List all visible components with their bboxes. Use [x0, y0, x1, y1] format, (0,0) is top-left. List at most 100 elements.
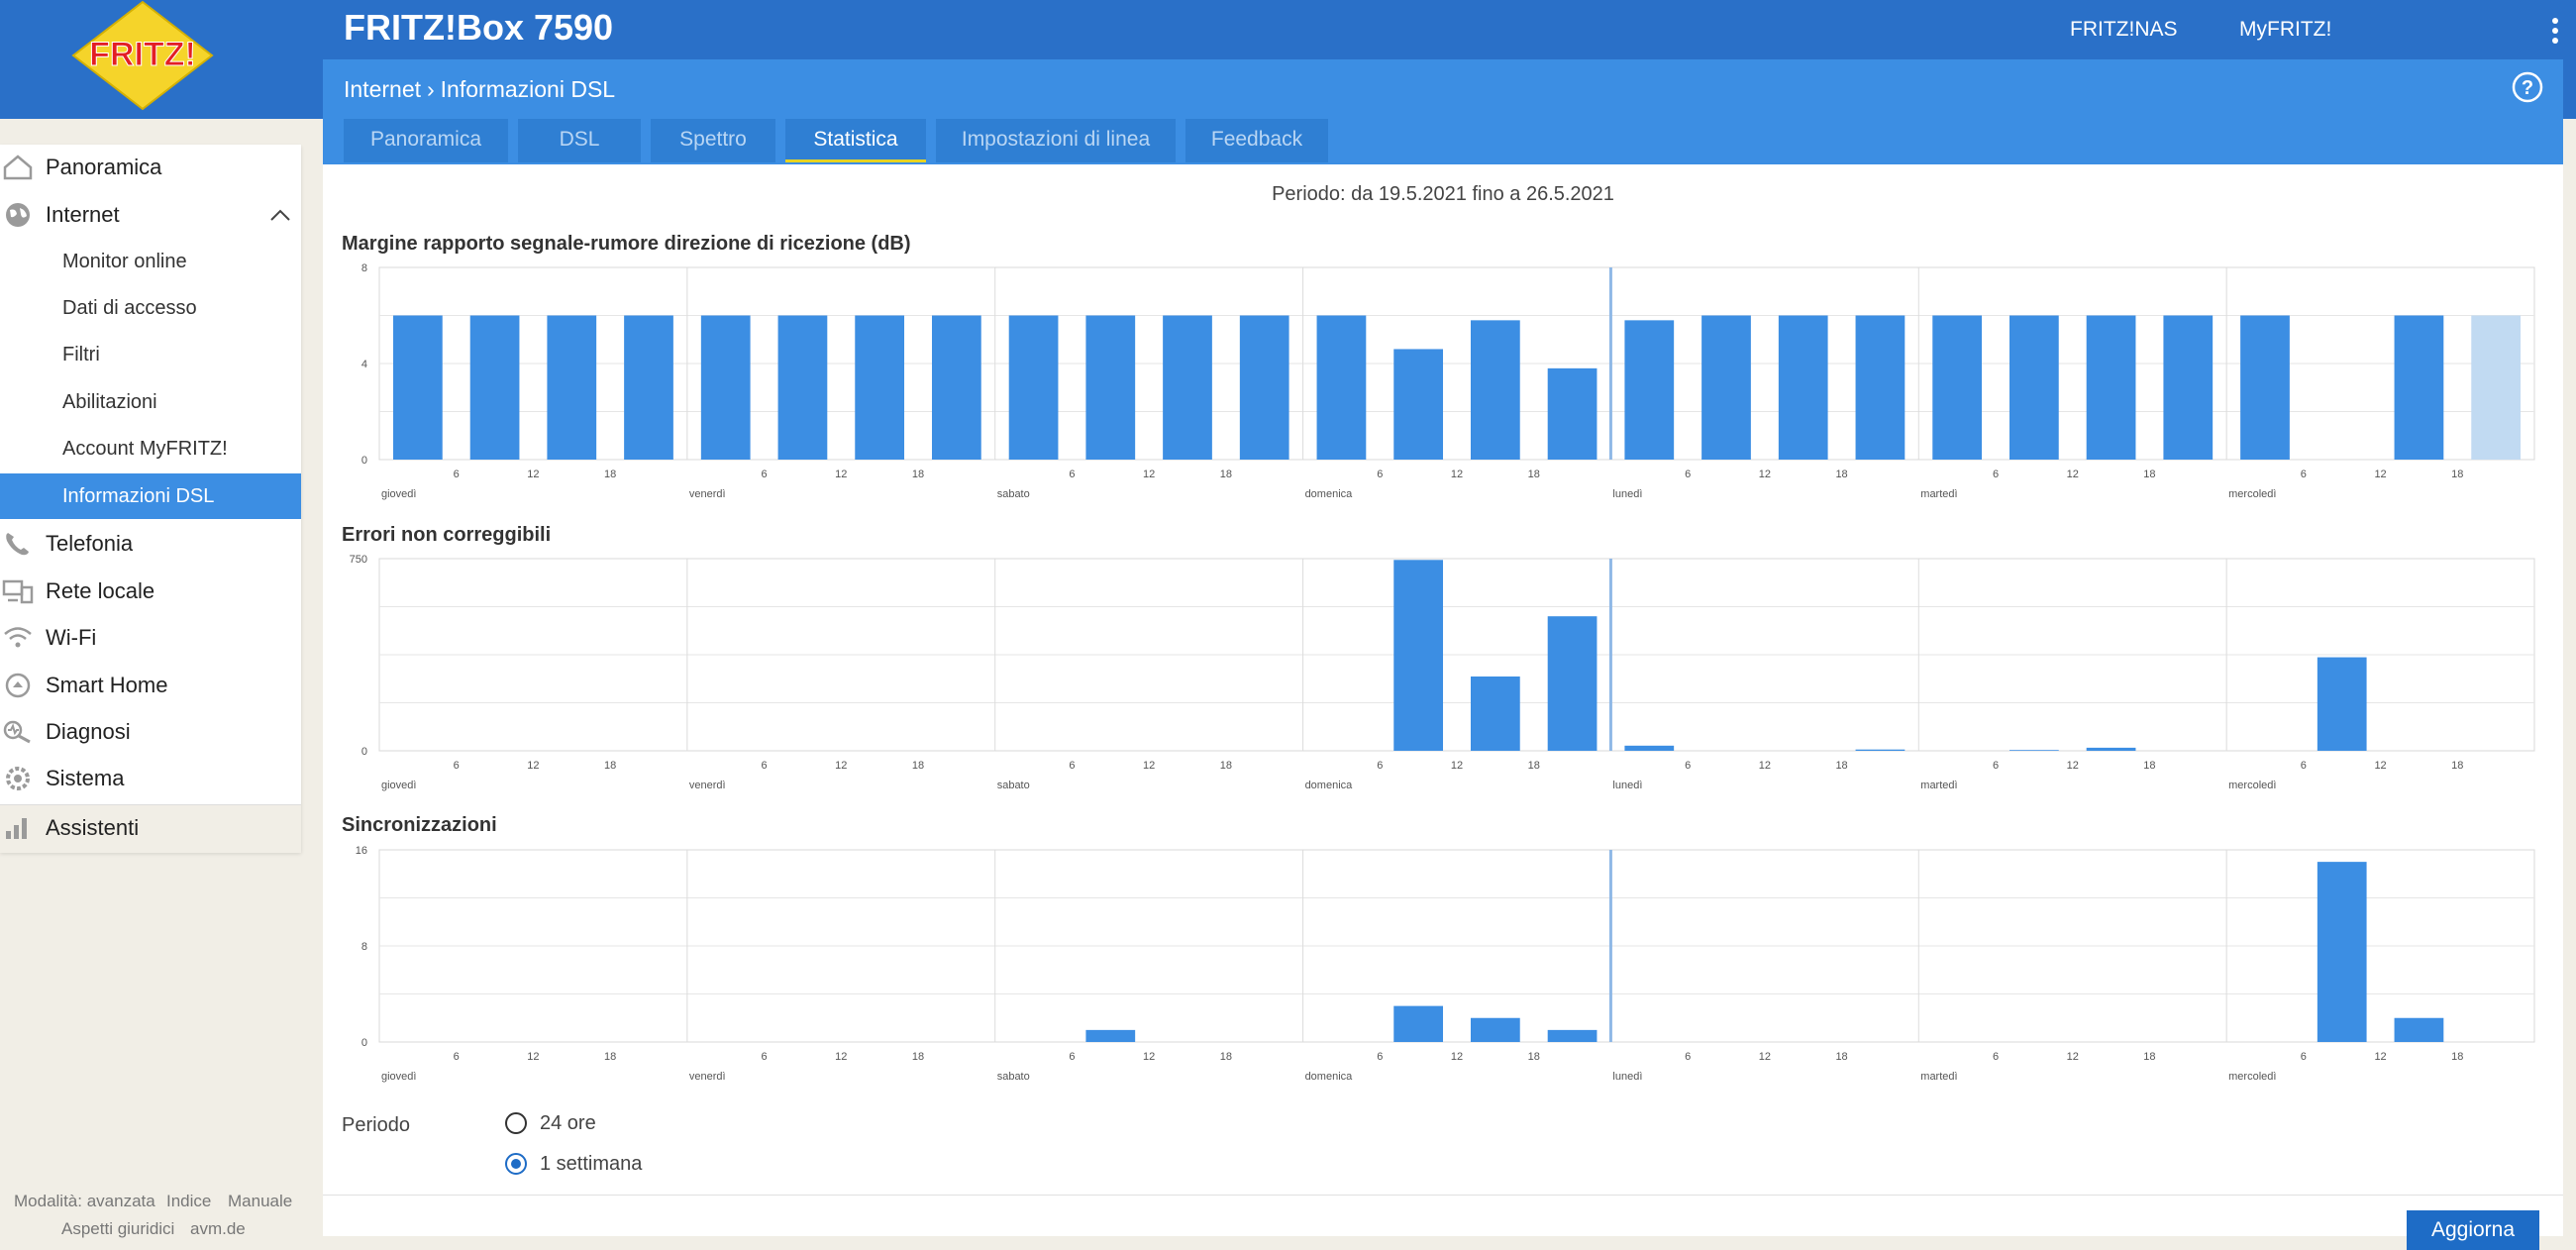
- y-tick-label: 8: [361, 262, 367, 274]
- data-bar: [1547, 616, 1597, 751]
- sidebar-subitem-label: Account MyFRITZ!: [62, 438, 228, 460]
- sidebar-item-panoramica[interactable]: Panoramica: [0, 145, 301, 190]
- chevron-up-icon[interactable]: [269, 208, 291, 222]
- data-bar: [1316, 315, 1367, 460]
- sidebar-item-wi-fi[interactable]: Wi-Fi: [0, 615, 301, 661]
- x-hour-label: 6: [1377, 760, 1383, 772]
- sidebar-subitem-filtri[interactable]: Filtri: [0, 332, 301, 377]
- sidebar-item-label: Smart Home: [46, 673, 168, 697]
- tab-dsl[interactable]: DSL: [518, 119, 641, 162]
- data-bar: [2394, 1017, 2444, 1042]
- myfritz-link[interactable]: MyFRITZ!: [2239, 18, 2332, 41]
- radio-1-week[interactable]: 1 settimana: [505, 1150, 703, 1180]
- logo-text: FRITZ!: [89, 36, 196, 73]
- x-day-label: lunedì: [1612, 488, 1642, 500]
- data-bar: [1008, 315, 1059, 460]
- x-hour-label: 18: [604, 1051, 616, 1063]
- sidebar-subitem-label: Dati di accesso: [62, 297, 197, 319]
- wifi-icon: [4, 627, 32, 648]
- x-hour-label: 6: [1377, 1051, 1383, 1063]
- sidebar-item-sistema[interactable]: Sistema: [0, 756, 301, 801]
- data-bar: [1393, 1005, 1444, 1042]
- y-tick-label: 8: [361, 941, 367, 953]
- x-day-label: sabato: [997, 780, 1030, 791]
- x-hour-label: 18: [2451, 469, 2463, 480]
- radio-24-hours[interactable]: 24 ore: [505, 1109, 703, 1139]
- x-hour-label: 6: [1993, 1051, 1999, 1063]
- x-hour-label: 6: [1993, 469, 1999, 480]
- sidebar-subitem-monitor-online[interactable]: Monitor online: [0, 239, 301, 284]
- x-day-label: venerdì: [689, 488, 726, 500]
- sidebar-subitem-informazioni-dsl[interactable]: Informazioni DSL: [0, 473, 301, 519]
- x-hour-label: 12: [835, 1051, 847, 1063]
- x-hour-label: 18: [1835, 760, 1847, 772]
- x-hour-label: 12: [1143, 760, 1155, 772]
- radio-circle[interactable]: [505, 1112, 527, 1134]
- radio-circle-checked[interactable]: [505, 1153, 527, 1175]
- sidebar-subitem-account-myfritz[interactable]: Account MyFRITZ!: [0, 426, 301, 471]
- x-day-label: lunedì: [1612, 1071, 1642, 1083]
- product-title: FRITZ!Box 7590: [344, 7, 614, 48]
- footer-link-manual[interactable]: Manuale: [228, 1192, 293, 1210]
- x-hour-label: 18: [1528, 760, 1540, 772]
- data-bar: [1163, 315, 1212, 460]
- x-day-label: venerdì: [689, 1071, 726, 1083]
- sidebar-item-smart-home[interactable]: Smart Home: [0, 663, 301, 708]
- footer-link-mode[interactable]: Modalità: avanzata: [14, 1192, 155, 1210]
- x-day-label: domenica: [1305, 780, 1354, 791]
- network-icon: [2, 579, 34, 604]
- x-hour-label: 12: [2067, 469, 2079, 480]
- update-button[interactable]: Aggiorna: [2407, 1210, 2539, 1250]
- smart-home-icon: [5, 673, 31, 698]
- fritz-logo[interactable]: FRITZ!: [63, 0, 222, 111]
- data-bar: [2009, 315, 2059, 460]
- x-hour-label: 12: [835, 469, 847, 480]
- data-bar: [1855, 315, 1906, 460]
- x-hour-label: 18: [2143, 469, 2155, 480]
- tab-impostazioni-di-linea[interactable]: Impostazioni di linea: [936, 119, 1176, 162]
- sidebar-subitem-label: Abilitazioni: [62, 391, 157, 413]
- data-bar: [1778, 315, 1828, 460]
- sidebar-item-label: Panoramica: [46, 155, 162, 179]
- x-hour-label: 6: [454, 1051, 460, 1063]
- x-hour-label: 6: [1377, 469, 1383, 480]
- sidebar-item-assistenti[interactable]: Assistenti: [0, 805, 301, 851]
- x-hour-label: 6: [1069, 1051, 1075, 1063]
- x-hour-label: 12: [527, 469, 539, 480]
- x-hour-label: 18: [1220, 760, 1232, 772]
- x-day-label: sabato: [997, 488, 1030, 500]
- help-icon[interactable]: ?: [2512, 71, 2543, 103]
- synchronizations-chart: 16 8 0 giovedì 6 12 18 venerdì 6 12 18 sabato 6 12 18 d…: [356, 845, 2535, 1083]
- data-bar: [1393, 560, 1444, 751]
- sidebar-item-internet[interactable]: Internet: [0, 192, 301, 238]
- tab-spettro[interactable]: Spettro: [651, 119, 775, 162]
- snr-margin-chart: 8 4 0 giovedì 6 12 18 venerdì 6 12 18 sabato 6 12 18 do…: [361, 262, 2535, 500]
- svg-text:?: ?: [2522, 77, 2533, 99]
- x-hour-label: 18: [912, 1051, 924, 1063]
- sidebar-item-label: Assistenti: [46, 815, 140, 840]
- breadcrumb: Internet › Informazioni DSL: [344, 73, 615, 105]
- sidebar-item-telefonia[interactable]: Telefonia: [0, 521, 301, 567]
- sidebar-item-diagnosi[interactable]: Diagnosi: [0, 709, 301, 755]
- x-hour-label: 6: [1069, 469, 1075, 480]
- sidebar-subitem-abilitazioni[interactable]: Abilitazioni: [0, 379, 301, 425]
- data-bar: [547, 315, 597, 460]
- footer-link-legal[interactable]: Aspetti giuridici: [61, 1219, 175, 1238]
- radio-label: 24 ore: [540, 1112, 596, 1134]
- diagnosis-icon: [3, 720, 31, 744]
- breadcrumb-parent[interactable]: Internet: [344, 76, 421, 102]
- data-bar: [855, 315, 905, 460]
- chart-title-errors: Errori non correggibili: [342, 524, 552, 546]
- sidebar-item-rete-locale[interactable]: Rete locale: [0, 569, 301, 614]
- tab-feedback[interactable]: Feedback: [1185, 119, 1328, 162]
- fritz-nas-link[interactable]: FRITZ!NAS: [2070, 18, 2178, 41]
- footer-link-avm[interactable]: avm.de: [190, 1219, 246, 1238]
- data-bar: [1470, 1017, 1520, 1042]
- footer-link-index[interactable]: Indice: [166, 1192, 212, 1210]
- more-menu-icon[interactable]: [2549, 16, 2561, 46]
- data-bar: [1085, 315, 1136, 460]
- sidebar-subitem-dati-di-accesso[interactable]: Dati di accesso: [0, 285, 301, 331]
- x-hour-label: 18: [604, 469, 616, 480]
- tab-statistica[interactable]: Statistica: [785, 119, 926, 162]
- tab-panoramica[interactable]: Panoramica: [344, 119, 508, 162]
